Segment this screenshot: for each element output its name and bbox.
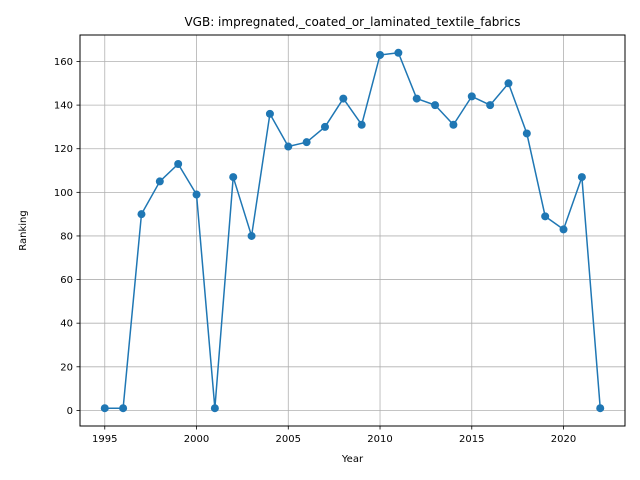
plot-frame — [79, 34, 626, 427]
data-point — [210, 404, 219, 413]
y-tick-label: 20 — [60, 362, 73, 373]
data-point — [449, 120, 458, 129]
data-point — [137, 210, 146, 219]
y-tick-label: 120 — [54, 144, 73, 155]
data-point — [320, 122, 329, 131]
x-tick-label: 2015 — [459, 434, 484, 445]
data-point — [376, 50, 385, 59]
x-tick-label: 1995 — [92, 434, 117, 445]
data-point — [357, 120, 366, 129]
data-point — [431, 101, 440, 110]
data-point — [596, 404, 605, 413]
x-tick-label: 2005 — [276, 434, 301, 445]
y-tick-label: 160 — [54, 57, 73, 68]
series-line — [104, 52, 601, 409]
data-point — [229, 173, 238, 182]
y-axis-label: Ranking — [18, 210, 29, 250]
data-point — [504, 79, 513, 88]
data-point — [412, 94, 421, 103]
data-point — [119, 404, 128, 413]
x-axis-label: Year — [341, 454, 364, 465]
data-point — [467, 92, 476, 101]
data-point — [247, 231, 256, 240]
y-tick-label: 80 — [60, 231, 73, 242]
data-point — [192, 190, 201, 199]
data-point — [522, 129, 531, 138]
grid — [80, 35, 625, 426]
data-point — [302, 138, 311, 147]
x-tick-label: 2010 — [367, 434, 392, 445]
y-tick-label: 40 — [60, 319, 73, 330]
y-tick-label: 100 — [54, 188, 73, 199]
data-point — [265, 109, 274, 118]
data-point — [339, 94, 348, 103]
x-tick-label: 2000 — [184, 434, 209, 445]
data-point — [100, 404, 109, 413]
data-point — [559, 225, 568, 234]
data-point — [486, 101, 495, 110]
data-point — [541, 212, 550, 221]
series-layer — [100, 48, 605, 413]
data-point — [394, 48, 403, 57]
y-tick-label: 60 — [60, 275, 73, 286]
data-point — [284, 142, 293, 151]
x-axis: 1995 2000 2005 2010 2015 2020 — [92, 426, 576, 445]
y-axis: 0 20 40 60 80 100 120 140 160 — [54, 57, 80, 417]
chart-title: VGB: impregnated,_coated_or_laminated_te… — [184, 15, 520, 29]
y-tick-label: 140 — [54, 101, 73, 112]
data-point — [155, 177, 164, 186]
data-point — [174, 159, 183, 168]
x-tick-label: 2020 — [551, 434, 576, 445]
y-tick-label: 0 — [67, 406, 73, 417]
data-point — [577, 173, 586, 182]
